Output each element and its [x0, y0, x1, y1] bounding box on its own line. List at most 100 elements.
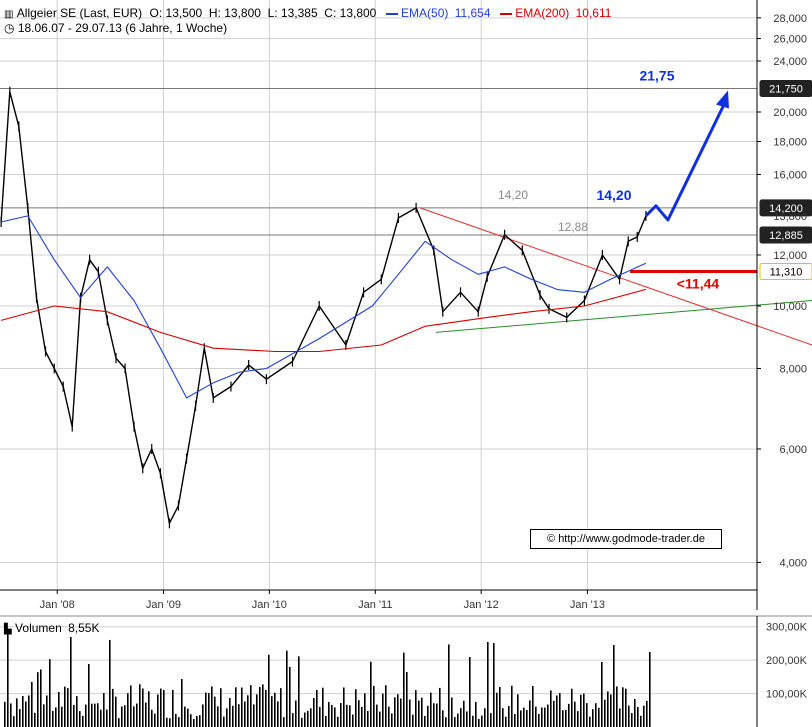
volume-bar	[148, 691, 150, 727]
volume-bar	[403, 652, 405, 727]
volume-bar	[649, 652, 651, 727]
volume-bar	[106, 709, 108, 727]
y-tick-label: 13,800	[773, 211, 807, 223]
volume-bar	[613, 645, 615, 727]
volume-bar	[583, 693, 585, 727]
volume-bar	[301, 717, 303, 727]
volume-bar	[229, 697, 231, 727]
volume-bar	[73, 704, 75, 727]
volume-bar	[232, 705, 234, 727]
volume-bar	[484, 708, 486, 727]
volume-bar	[424, 715, 426, 727]
volume-bar	[577, 711, 579, 727]
volume-bar	[457, 713, 459, 727]
volume-bar	[37, 672, 39, 727]
volume-bar	[82, 715, 84, 727]
volume-bar	[208, 693, 210, 727]
volume-bar	[28, 695, 30, 727]
volume-bar	[61, 706, 63, 727]
volume-bar	[127, 693, 129, 727]
volume-bar	[439, 687, 441, 727]
volume-bar	[202, 704, 204, 727]
volume-bar	[478, 718, 480, 727]
volume-bar	[310, 708, 312, 727]
volume-bar	[142, 688, 144, 727]
volume-bar	[433, 703, 435, 727]
volume-bar	[151, 709, 153, 727]
volume-bar	[469, 657, 471, 727]
annotation-text-3: 12,88	[558, 220, 588, 234]
volume-bar	[634, 698, 636, 727]
volume-bar	[505, 716, 507, 727]
volume-bar	[223, 716, 225, 727]
volume-bar	[274, 692, 276, 727]
volume-bar	[349, 705, 351, 727]
volume-bar	[436, 703, 438, 727]
volume-bar	[595, 703, 597, 727]
volume-bar	[190, 714, 192, 727]
volume-bar	[631, 713, 633, 727]
annotation-text-4: <11,44	[677, 275, 720, 291]
y-tick-label: 24,000	[773, 56, 807, 68]
volume-bar	[97, 703, 99, 727]
volume-bar	[646, 700, 648, 727]
volume-bar	[118, 718, 120, 727]
volume-bar	[166, 717, 168, 727]
volume-bar	[256, 694, 258, 727]
volume-bar	[178, 717, 180, 727]
volume-bar	[220, 688, 222, 727]
volume-bar	[355, 689, 357, 727]
volume-bar	[400, 698, 402, 727]
volume-bar	[511, 685, 513, 727]
volume-bar	[25, 701, 27, 727]
volume-bar	[169, 718, 171, 727]
annotation-text-1: 14,20	[596, 187, 631, 203]
level-label-3: 11,310	[770, 267, 803, 279]
y-tick-label: 16,000	[773, 169, 807, 181]
volume-bar	[193, 718, 195, 727]
volume-bar	[112, 688, 114, 727]
level-label-box	[759, 199, 812, 217]
volume-bar	[85, 704, 87, 727]
level-label-box	[759, 80, 812, 98]
volume-bar	[136, 703, 138, 727]
volume-header: ▙ Volumen 8,55K	[4, 621, 99, 635]
volume-bar	[361, 706, 363, 727]
volume-bar	[601, 662, 603, 727]
projection-path	[644, 101, 727, 222]
volume-bar	[319, 706, 321, 727]
volume-bar	[199, 715, 201, 727]
volume-bar	[418, 700, 420, 727]
volume-bar	[592, 709, 594, 727]
volume-bar	[463, 700, 465, 727]
annotations: 21,75 14,20 14,20 12,88 <11,44	[498, 68, 719, 292]
volume-bar	[415, 690, 417, 727]
volume-bar	[358, 700, 360, 727]
x-tick-label: Jan '12	[464, 599, 499, 611]
volume-bar	[547, 704, 549, 727]
ema200-line	[0, 288, 647, 353]
level-label-box	[759, 226, 812, 244]
volume-bar	[187, 708, 189, 727]
volume-bar	[76, 696, 78, 727]
volume-bar	[175, 713, 177, 727]
volume-bar	[4, 701, 6, 727]
volume-bar	[619, 708, 621, 727]
volume-bar	[643, 705, 645, 727]
volume-bar	[46, 695, 48, 727]
y-tick-label: 18,000	[773, 136, 807, 148]
y-tick-label: 8,000	[779, 363, 807, 375]
x-tick-label: Jan '11	[358, 599, 392, 611]
volume-bar	[145, 702, 147, 727]
y-tick-label: 20,000	[773, 107, 807, 119]
volume-bar	[289, 667, 291, 727]
volume-bar	[250, 685, 252, 727]
ema50-value: 11,654	[454, 6, 491, 20]
volume-bar	[346, 704, 348, 727]
copyright-box[interactable]: © http://www.godmode-trader.de	[530, 529, 722, 549]
volume-bar	[160, 688, 162, 727]
volume-bar	[508, 706, 510, 727]
price-y-axis: 28,000 26,000 24,000 20,000 18,000 16,000 12,0…	[756, 0, 807, 610]
volume-bar	[217, 706, 219, 727]
volume-bar	[535, 706, 537, 727]
